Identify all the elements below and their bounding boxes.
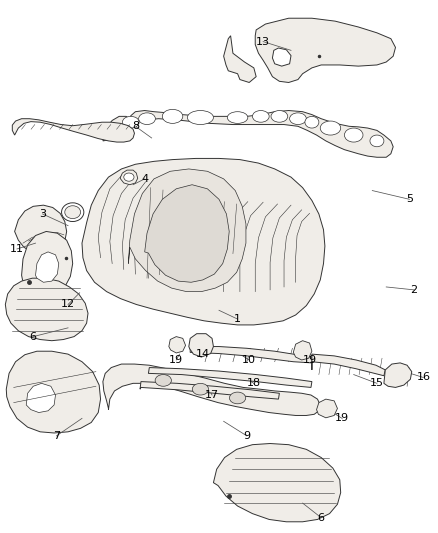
Ellipse shape [370, 135, 384, 147]
Ellipse shape [230, 392, 246, 404]
Ellipse shape [139, 113, 155, 125]
Polygon shape [140, 382, 279, 399]
Text: 6: 6 [318, 513, 325, 523]
Polygon shape [128, 169, 246, 292]
Polygon shape [103, 116, 133, 141]
Text: 5: 5 [406, 195, 413, 204]
Text: 2: 2 [410, 285, 418, 295]
Text: 11: 11 [10, 244, 24, 254]
Polygon shape [12, 119, 134, 142]
Ellipse shape [62, 203, 84, 222]
Ellipse shape [305, 116, 319, 128]
Polygon shape [145, 185, 229, 282]
Polygon shape [317, 399, 337, 418]
Ellipse shape [155, 375, 171, 386]
Text: 15: 15 [370, 378, 384, 389]
Text: 4: 4 [141, 174, 148, 184]
Text: 10: 10 [242, 355, 256, 365]
Text: 3: 3 [39, 209, 46, 219]
Ellipse shape [271, 110, 288, 122]
Polygon shape [189, 334, 213, 357]
Polygon shape [26, 383, 56, 413]
Ellipse shape [192, 383, 208, 395]
Text: 7: 7 [53, 431, 60, 441]
Polygon shape [103, 364, 320, 415]
Polygon shape [312, 354, 385, 376]
Polygon shape [224, 36, 256, 83]
Text: 8: 8 [132, 122, 139, 131]
Polygon shape [35, 252, 59, 282]
Polygon shape [14, 205, 67, 255]
Polygon shape [6, 351, 101, 433]
Text: 9: 9 [243, 431, 251, 441]
Text: 12: 12 [61, 300, 75, 310]
Ellipse shape [124, 173, 134, 181]
Text: 18: 18 [247, 378, 261, 389]
Ellipse shape [290, 113, 306, 125]
Text: 16: 16 [417, 373, 431, 383]
Polygon shape [21, 231, 73, 297]
Polygon shape [169, 337, 186, 353]
Ellipse shape [227, 112, 248, 123]
Polygon shape [213, 443, 341, 522]
Ellipse shape [122, 116, 139, 128]
Ellipse shape [187, 110, 213, 125]
Polygon shape [131, 110, 393, 157]
Ellipse shape [320, 121, 341, 135]
Polygon shape [5, 278, 88, 341]
Polygon shape [148, 368, 312, 387]
Text: 19: 19 [303, 355, 317, 365]
Text: 13: 13 [256, 37, 270, 46]
Text: 14: 14 [196, 349, 210, 359]
Text: 19: 19 [169, 355, 184, 365]
Polygon shape [82, 158, 325, 325]
Ellipse shape [252, 110, 269, 122]
Polygon shape [293, 341, 312, 360]
Polygon shape [384, 363, 412, 387]
Text: 17: 17 [205, 390, 219, 400]
Polygon shape [255, 18, 396, 83]
Polygon shape [120, 170, 138, 185]
Ellipse shape [344, 128, 363, 142]
Text: 6: 6 [30, 332, 37, 342]
Polygon shape [272, 48, 291, 66]
Ellipse shape [162, 109, 183, 123]
Polygon shape [190, 346, 312, 363]
Text: 19: 19 [335, 414, 349, 423]
Ellipse shape [65, 206, 81, 219]
Text: 1: 1 [234, 314, 241, 324]
